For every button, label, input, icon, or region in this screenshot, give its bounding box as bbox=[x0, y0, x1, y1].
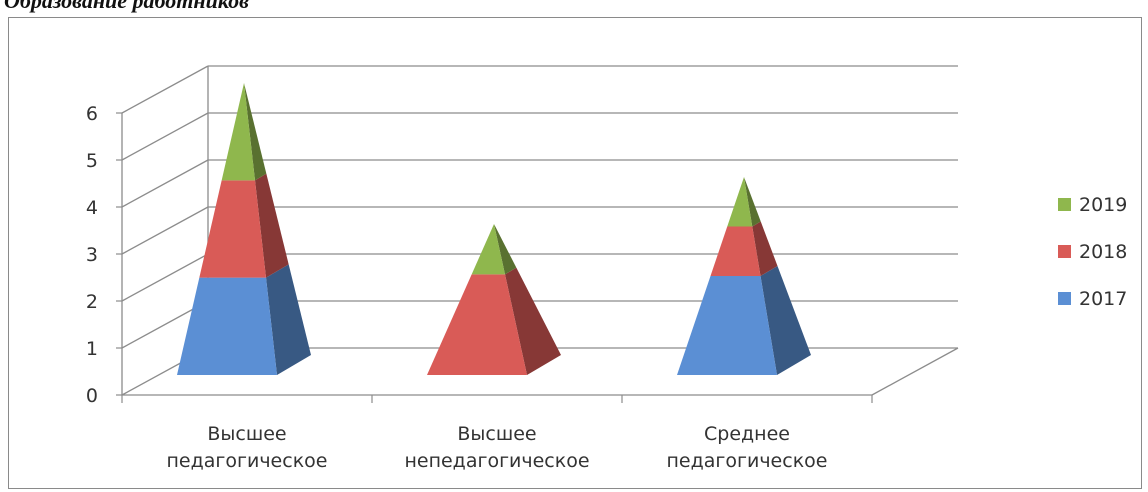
y-tick-label: 6 bbox=[86, 103, 98, 125]
pyramid-segment-side bbox=[760, 266, 811, 375]
legend-swatch bbox=[1058, 198, 1071, 211]
category-label: Среднее педагогическое bbox=[667, 423, 828, 472]
pyramid-segment-2018 bbox=[199, 180, 266, 278]
chart-frame bbox=[8, 17, 1142, 489]
pyramid-segment-2018 bbox=[427, 274, 527, 375]
y-tick-label: 3 bbox=[86, 244, 98, 266]
pyramid-segment-side bbox=[255, 173, 289, 278]
pyramid-segment-2018 bbox=[710, 226, 761, 276]
category-label-line: непедагогическое bbox=[404, 450, 589, 472]
category-label-line: Высшее bbox=[457, 423, 536, 445]
y-tick-labels: 0 1 2 3 4 5 6 bbox=[86, 103, 98, 407]
pyramid-segment-2019 bbox=[471, 224, 505, 275]
pyramids bbox=[177, 83, 811, 375]
pyramid-segment-side bbox=[494, 224, 517, 275]
pyramid-segment-side bbox=[266, 264, 311, 375]
legend-swatch bbox=[1058, 245, 1071, 258]
y-tick-label: 4 bbox=[86, 197, 98, 219]
y-tick-label: 5 bbox=[86, 150, 98, 172]
page-title: Образование работников bbox=[4, 0, 249, 13]
pyramid-segment-side bbox=[244, 83, 267, 181]
legend-swatch bbox=[1058, 292, 1071, 305]
gridline-side bbox=[121, 253, 209, 302]
y-tick-label: 0 bbox=[86, 385, 98, 407]
gridline-side bbox=[121, 112, 209, 161]
category-labels: Высшее педагогическое Высшее непедагогическ… bbox=[167, 423, 828, 472]
chart-walls bbox=[207, 66, 959, 396]
category-label-line: Среднее bbox=[704, 423, 790, 445]
legend-label: 2018 bbox=[1079, 241, 1127, 263]
gridline-side bbox=[121, 159, 209, 208]
gridline-side bbox=[121, 206, 209, 255]
y-tick-label: 1 bbox=[86, 338, 98, 360]
category-label-line: Высшее bbox=[207, 423, 286, 445]
y-tick-label: 2 bbox=[86, 291, 98, 313]
category-label: Высшее педагогическое bbox=[167, 423, 328, 472]
category-label-line: педагогическое bbox=[667, 450, 828, 472]
gridlines bbox=[121, 65, 958, 396]
axes bbox=[116, 112, 873, 403]
pyramid-segment-2017 bbox=[677, 276, 777, 375]
category-label-line: педагогическое bbox=[167, 450, 328, 472]
category-label: Высшее непедагогическое bbox=[404, 423, 589, 472]
pyramid-segment-2019 bbox=[221, 83, 255, 181]
pyramid-segment-2019 bbox=[727, 177, 753, 227]
pyramid-segment-2017 bbox=[177, 277, 277, 375]
pyramid-segment-side bbox=[744, 177, 761, 227]
pyramid-segment-side bbox=[505, 267, 561, 375]
pyramid-segment-side bbox=[752, 221, 778, 276]
legend: 2019 2018 2017 bbox=[1058, 194, 1127, 310]
legend-label: 2017 bbox=[1079, 288, 1127, 310]
gridline-side bbox=[121, 65, 209, 114]
floor-edge-right bbox=[871, 347, 959, 396]
legend-label: 2019 bbox=[1079, 194, 1127, 216]
